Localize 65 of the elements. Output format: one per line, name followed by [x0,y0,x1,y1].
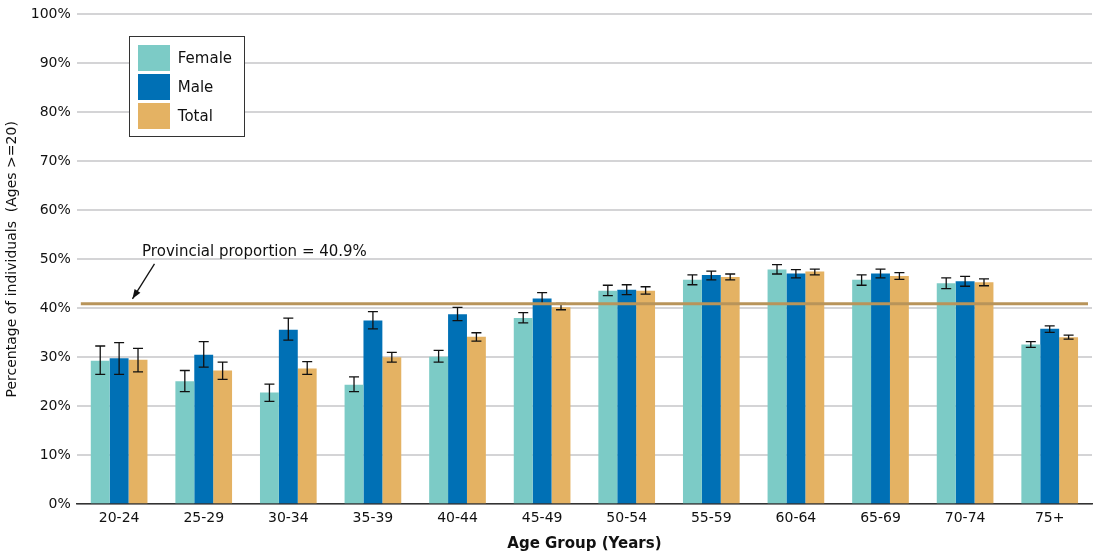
bar [466,336,486,504]
bar [936,283,956,504]
y-tick-label: 40% [39,298,71,315]
bar [955,281,975,504]
y-tick-label: 20% [39,396,71,413]
bar [551,307,571,504]
bar [1040,328,1060,504]
bar [682,279,702,504]
bar [701,274,721,504]
x-tick-label: 45-49 [521,509,563,526]
bar [259,392,279,504]
bar [513,318,533,504]
bar [90,360,110,504]
y-tick-label: 100% [30,5,71,22]
bar [448,314,467,504]
bar [532,298,552,504]
y-tick-label: 90% [39,54,71,71]
bar [344,384,364,504]
y-tick-label: 80% [39,103,71,119]
legend-label: Female [177,48,233,67]
bar [128,359,148,504]
y-tick-label: 30% [39,347,71,364]
y-axis-title: Percentage of individuals (Ages >=20) [3,121,20,398]
legend-label: Total [177,106,213,125]
x-tick-label: 35-39 [352,509,394,526]
legend-label: Male [177,77,214,96]
y-tick-label: 70% [39,151,71,168]
bar [636,290,656,504]
y-tick-label: 50% [39,249,71,266]
bar [974,282,994,504]
bar [1059,337,1079,504]
bar [852,279,872,504]
bar [175,381,195,504]
bar [213,370,233,504]
bar [767,269,787,504]
bar [194,354,214,504]
bar [382,357,402,504]
bar [889,275,909,504]
x-axis-title: Age Group (Years) [507,533,662,552]
x-tick-label: 20-24 [98,509,140,526]
x-tick-label: 75+ [1034,509,1065,526]
x-tick-label: 55-59 [690,509,732,526]
bar [278,329,298,504]
x-tick-label: 40-44 [437,509,478,526]
x-tick-label: 60-64 [775,509,817,526]
x-tick-label: 25-29 [183,509,225,526]
bar [786,273,806,504]
bar [617,289,637,504]
bar [109,358,129,504]
bar [363,320,383,504]
bar [598,290,618,504]
ref-line-label: Provincial proportion = 40.9% [142,242,367,261]
bar [1021,344,1041,504]
x-tick-label: 70-74 [944,509,986,526]
bar [871,273,890,504]
bar [720,276,740,504]
y-tick-label: 60% [39,200,71,217]
x-tick-label: 65-69 [860,509,901,526]
bar [429,356,449,504]
bar [805,271,825,504]
x-tick-label: 50-54 [606,509,648,526]
bar [297,368,317,504]
y-tick-label: 10% [39,445,71,462]
y-tick-label: 0% [48,494,71,511]
x-tick-label: 30-34 [267,509,309,526]
